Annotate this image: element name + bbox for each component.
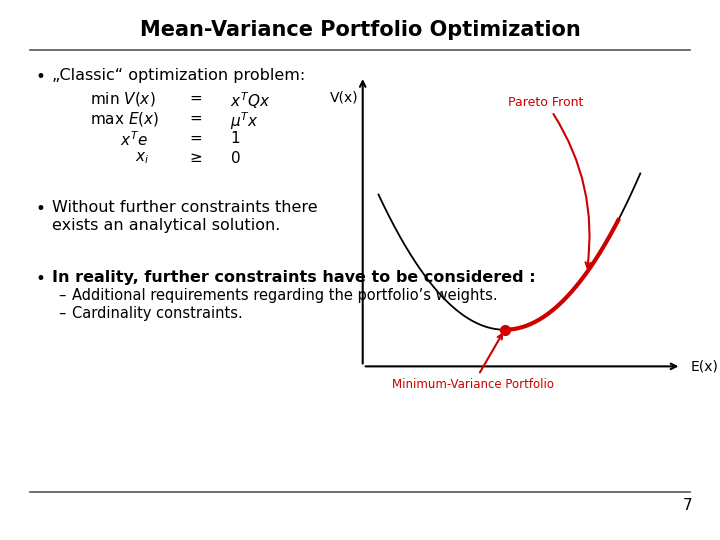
- Text: Mean-Variance Portfolio Optimization: Mean-Variance Portfolio Optimization: [140, 20, 580, 40]
- Text: Pareto Front: Pareto Front: [508, 96, 590, 267]
- Text: max $E(x)$: max $E(x)$: [90, 110, 159, 128]
- Text: Minimum-Variance Portfolio: Minimum-Variance Portfolio: [392, 334, 554, 390]
- Text: Cardinality constraints.: Cardinality constraints.: [72, 306, 243, 321]
- Text: $\geq$: $\geq$: [187, 150, 203, 165]
- Text: $1$: $1$: [230, 130, 240, 146]
- Text: exists an analytical solution.: exists an analytical solution.: [52, 218, 280, 233]
- Text: $0$: $0$: [230, 150, 240, 166]
- Text: $=$: $=$: [187, 110, 203, 125]
- Text: $=$: $=$: [187, 90, 203, 105]
- Text: $x^Te$: $x^Te$: [120, 130, 148, 148]
- Text: Additional requirements regarding the portfolio’s weights.: Additional requirements regarding the po…: [72, 288, 498, 303]
- Text: „Classic“ optimization problem:: „Classic“ optimization problem:: [52, 68, 305, 83]
- Text: min $V(x)$: min $V(x)$: [90, 90, 156, 108]
- Text: $x^TQx$: $x^TQx$: [230, 90, 270, 111]
- Text: •: •: [35, 200, 45, 218]
- Text: $\mu^Tx$: $\mu^Tx$: [230, 110, 258, 132]
- Text: –: –: [58, 288, 66, 303]
- Text: •: •: [35, 270, 45, 288]
- Text: $=$: $=$: [187, 130, 203, 145]
- Text: E(x): E(x): [690, 360, 719, 373]
- Text: 7: 7: [683, 498, 692, 513]
- Text: –: –: [58, 306, 66, 321]
- Text: Without further constraints there: Without further constraints there: [52, 200, 318, 215]
- Text: In reality, further constraints have to be considered :: In reality, further constraints have to …: [52, 270, 536, 285]
- Text: V(x): V(x): [330, 90, 358, 104]
- Text: •: •: [35, 68, 45, 86]
- Text: $x_i$: $x_i$: [135, 150, 149, 166]
